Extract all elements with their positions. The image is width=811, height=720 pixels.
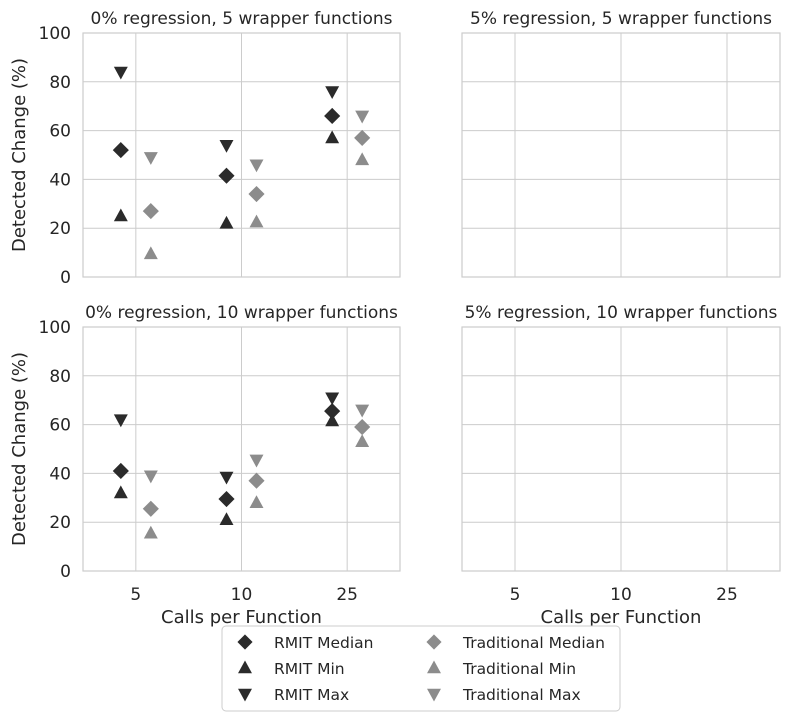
legend-marker — [427, 660, 441, 674]
data-point-traditional-max — [355, 110, 370, 124]
x-tick-label: 10 — [610, 585, 632, 605]
data-point-traditional-max — [143, 470, 158, 484]
legend-label: Traditional Min — [462, 660, 576, 678]
legend-frame — [221, 625, 621, 712]
subplot-title: 0% regression, 10 wrapper functions — [85, 303, 398, 323]
y-tick-label: 40 — [49, 170, 71, 190]
x-tick-label: 10 — [231, 585, 253, 605]
x-axis-label: Calls per Function — [161, 607, 322, 628]
data-point-rmit-max — [325, 86, 340, 100]
plot-frame — [82, 326, 401, 572]
plot-frame — [82, 32, 401, 278]
y-tick-label: 40 — [49, 464, 71, 484]
y-tick-label: 20 — [49, 513, 71, 533]
subplot-title: 5% regression, 10 wrapper functions — [465, 303, 778, 323]
legend-marker — [427, 688, 441, 702]
data-point-rmit-min — [219, 512, 234, 526]
legend-label: RMIT Min — [274, 660, 345, 678]
data-point-traditional-max — [143, 152, 158, 165]
x-tick-label: 25 — [716, 585, 738, 605]
legend-label: RMIT Median — [274, 634, 374, 652]
data-point-rmit-min — [325, 413, 340, 427]
data-point-rmit-max — [113, 414, 128, 428]
x-tick-label: 25 — [336, 585, 358, 605]
legend: RMIT Median RMIT Min RMIT Max Traditional M… — [221, 625, 621, 712]
y-tick-label: 60 — [49, 416, 71, 436]
data-point-traditional-median — [142, 500, 159, 517]
plot-frame — [461, 326, 781, 572]
data-point-rmit-median — [324, 107, 341, 125]
data-point-traditional-min — [143, 525, 158, 539]
x-axis-label: Calls per Function — [541, 607, 702, 628]
legend-label: Traditional Median — [462, 634, 605, 652]
legend-marker — [237, 634, 253, 650]
data-point-traditional-min — [355, 152, 370, 166]
y-tick-label: 0 — [60, 562, 71, 582]
data-point-traditional-median — [248, 185, 265, 203]
y-tick-label: 80 — [49, 367, 71, 387]
data-point-rmit-median — [218, 167, 235, 184]
data-point-rmit-min — [325, 130, 340, 144]
data-point-traditional-min — [355, 434, 370, 447]
subplot-title: 0% regression, 5 wrapper functions — [91, 9, 393, 29]
y-tick-label: 100 — [39, 24, 71, 44]
plot-frame — [461, 32, 781, 278]
data-point-rmit-max — [219, 471, 234, 485]
x-tick-label: 5 — [130, 585, 141, 605]
subplot-1: 0% regression, 5 wrapper functions 0 20 40 6… — [9, 9, 401, 288]
data-point-traditional-min — [249, 214, 264, 228]
data-point-rmit-max — [325, 392, 340, 406]
data-point-rmit-min — [113, 208, 128, 222]
subplot-title: 5% regression, 5 wrapper functions — [470, 9, 772, 29]
data-point-traditional-median — [248, 472, 265, 489]
data-point-rmit-min — [219, 215, 234, 229]
subplot-3: 0% regression, 10 wrapper functions 0 20 40… — [9, 303, 401, 628]
y-tick-label: 80 — [49, 73, 71, 93]
data-point-rmit-median — [112, 462, 129, 480]
data-point-traditional-max — [249, 454, 264, 468]
data-point-traditional-max — [249, 159, 264, 173]
data-point-traditional-max — [355, 404, 370, 418]
x-tick-label: 5 — [510, 585, 521, 605]
legend-marker — [238, 660, 252, 674]
legend-marker — [426, 634, 442, 650]
legend-label: RMIT Max — [274, 686, 349, 704]
y-tick-label: 0 — [60, 268, 71, 288]
data-point-traditional-median — [142, 203, 159, 220]
data-point-rmit-median — [112, 142, 129, 159]
y-tick-label: 20 — [49, 219, 71, 239]
legend-marker — [238, 688, 252, 702]
y-tick-label: 60 — [49, 122, 71, 142]
data-point-traditional-median — [354, 129, 371, 146]
subplot-4: 5% regression, 10 wrapper functions 5 10 25… — [461, 303, 781, 628]
subplot-2: 5% regression, 5 wrapper functions — [461, 9, 781, 278]
data-point-rmit-max — [113, 66, 128, 80]
y-axis-label: Detected Change (%) — [9, 58, 30, 252]
data-point-rmit-median — [218, 490, 235, 508]
legend-label: Traditional Max — [462, 686, 581, 704]
y-tick-label: 100 — [39, 318, 71, 338]
data-point-traditional-min — [249, 495, 264, 508]
y-axis-label: Detected Change (%) — [9, 352, 30, 546]
data-point-rmit-min — [113, 485, 128, 499]
data-point-rmit-max — [219, 139, 234, 153]
data-point-traditional-min — [143, 246, 158, 260]
